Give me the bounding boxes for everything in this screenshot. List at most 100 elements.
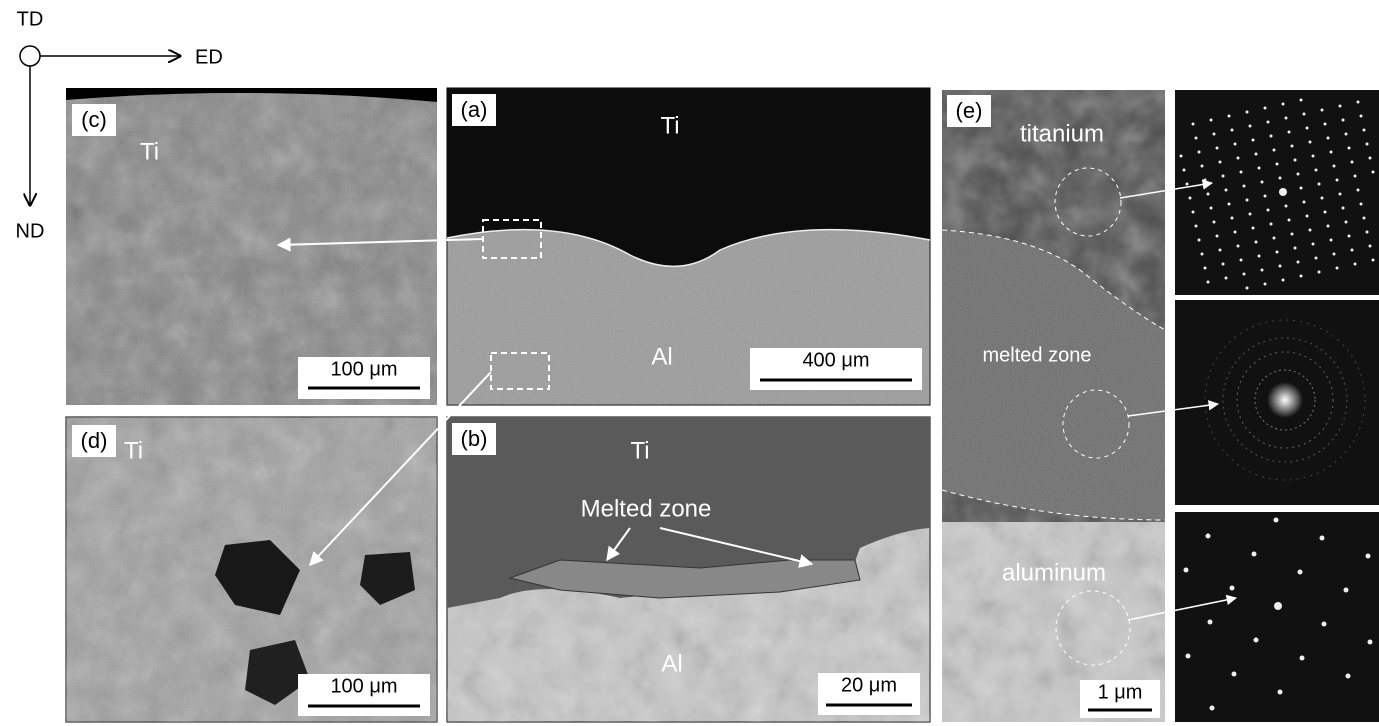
diffraction-spot — [1291, 233, 1294, 236]
diffraction-spot — [1327, 137, 1330, 140]
panel-label: (b) — [461, 426, 488, 451]
diffraction-spot — [1354, 263, 1357, 266]
diffraction-spot — [1297, 173, 1300, 176]
diffraction-spot — [1366, 554, 1371, 559]
diffraction-spot — [1366, 143, 1369, 146]
diffraction-spot — [1204, 179, 1207, 182]
diffraction-spot — [1273, 237, 1276, 240]
diffraction-spot — [1346, 674, 1351, 679]
diffraction-spot — [1213, 133, 1216, 136]
diffraction-spot — [1351, 249, 1354, 252]
diffraction-spot — [1276, 163, 1279, 166]
diffraction-spot — [1198, 151, 1201, 154]
diffraction-spot — [1368, 640, 1373, 645]
diffraction-spot — [1264, 107, 1267, 110]
diffraction-spot — [1228, 203, 1231, 206]
diffraction-spot — [1339, 193, 1342, 196]
diffraction-spot — [1348, 147, 1351, 150]
diffraction-spot — [1198, 239, 1201, 242]
diffraction-spot — [1189, 197, 1192, 200]
diffraction-spot — [1345, 133, 1348, 136]
diffraction-spot — [1322, 622, 1327, 627]
diffraction-spot — [1255, 153, 1258, 156]
diffraction-spot — [1357, 101, 1360, 104]
diffraction-spot — [1225, 189, 1228, 192]
bottom-material-label: Al — [661, 650, 682, 677]
region-label: melted zone — [983, 344, 1092, 366]
diffraction-spot — [1246, 287, 1249, 290]
diffraction-spot — [1261, 269, 1264, 272]
diffraction-spot — [1267, 121, 1270, 124]
diffraction-spot — [1204, 267, 1207, 270]
nd-label: ND — [16, 220, 45, 242]
diffraction-spot — [1237, 157, 1240, 160]
diffraction-spot — [1228, 115, 1231, 118]
diffraction-spot — [1249, 125, 1252, 128]
diffraction-spot — [1300, 99, 1303, 102]
diffraction-spot — [1232, 672, 1237, 677]
diffraction-spot — [1243, 273, 1246, 276]
top-material-label: Ti — [660, 112, 679, 139]
diffraction-spot — [1321, 109, 1324, 112]
diffraction-spot — [1231, 217, 1234, 220]
panel-label: (e) — [956, 98, 983, 123]
diffraction-spot — [1318, 271, 1321, 274]
diffraction-spot — [1333, 165, 1336, 168]
diffraction-spot — [1291, 145, 1294, 148]
annotation: Melted zone — [581, 495, 712, 522]
scale-bar-label: 20 μm — [841, 674, 897, 696]
diffraction-spot — [1297, 261, 1300, 264]
diffraction-spot — [1315, 169, 1318, 172]
diffraction-spot — [1285, 117, 1288, 120]
diffraction-spot — [1264, 283, 1267, 286]
scale-bar-label: 100 μm — [330, 358, 397, 380]
diffraction-spot — [1324, 211, 1327, 214]
diffraction-spot — [1252, 139, 1255, 142]
diffraction-spot — [1240, 259, 1243, 262]
diffraction-spot — [1294, 159, 1297, 162]
diffraction-spot — [1180, 155, 1183, 158]
diffraction-spot — [1357, 189, 1360, 192]
diffraction-spot — [1216, 235, 1219, 238]
diffraction-spot — [1255, 241, 1258, 244]
diffraction-spot — [1201, 165, 1204, 168]
diffraction-spot — [1278, 690, 1283, 695]
panel-label: (c) — [81, 107, 107, 132]
diffraction-spot — [1234, 231, 1237, 234]
diffraction-spot — [1186, 183, 1189, 186]
td-label: TD — [17, 8, 44, 30]
diffraction-spot — [1210, 119, 1213, 122]
material-label: Ti — [124, 437, 143, 464]
diffraction-spot — [1274, 518, 1279, 523]
diffraction-spot — [1336, 267, 1339, 270]
material-label: Ti — [140, 138, 159, 165]
diffraction-spot — [1303, 201, 1306, 204]
diffraction-spot — [1249, 213, 1252, 216]
diffraction-spot — [1372, 259, 1375, 262]
diffraction-spot — [1246, 199, 1249, 202]
diffraction-spot — [1201, 253, 1204, 256]
figure: TD ED ND (c) Ti 100 μm (a) Ti Al 400 μm — [0, 0, 1379, 726]
diffraction-spot — [1213, 221, 1216, 224]
diffraction-spot — [1288, 219, 1291, 222]
diffraction-spot — [1342, 207, 1345, 210]
diffraction-spot — [1369, 157, 1372, 160]
panel-c: (c) Ti 100 μm — [66, 88, 437, 405]
diffraction-spot — [1279, 265, 1282, 268]
diffraction-spot — [1276, 251, 1279, 254]
diffraction-spot — [1243, 185, 1246, 188]
region-label: titanium — [1020, 120, 1104, 147]
diffraction-spot — [1354, 175, 1357, 178]
diffraction-spot — [1360, 115, 1363, 118]
panel-a: (a) Ti Al 400 μm — [447, 88, 930, 405]
diffraction-spot — [1216, 147, 1219, 150]
diffraction-spot — [1327, 225, 1330, 228]
diffraction-spot — [1333, 253, 1336, 256]
diffraction-spot — [1231, 129, 1234, 132]
diffraction-spot — [1252, 227, 1255, 230]
diffraction-spot — [1195, 137, 1198, 140]
panel-e: (e) titanium melted zone aluminum 1 μm — [942, 90, 1165, 722]
diffraction-spot — [1360, 203, 1363, 206]
diffraction-spot — [1186, 654, 1191, 659]
diffraction-spot — [1320, 536, 1325, 541]
